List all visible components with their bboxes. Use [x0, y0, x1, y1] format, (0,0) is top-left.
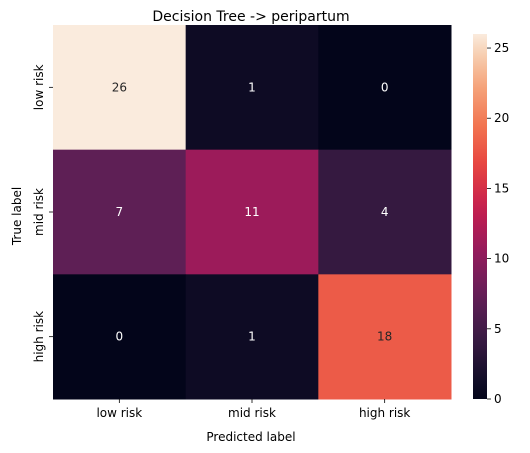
heatmap-cells [53, 25, 452, 400]
heatmap-cell [53, 274, 187, 400]
heatmap-cell [185, 149, 319, 275]
cell-value-label: 4 [381, 205, 389, 219]
y-tick-label: mid risk [32, 188, 46, 236]
heatmap-cell-labels: 26 1 0 7 11 4 0 1 18 [112, 80, 393, 343]
x-tick-label: high risk [359, 406, 410, 420]
heatmap-cell [185, 274, 319, 400]
heatmap-cell [318, 149, 452, 275]
y-tick-label: low risk [32, 64, 46, 110]
heatmap-cell [318, 25, 452, 151]
colorbar-tick-label: 0 [494, 392, 502, 406]
cell-value-label: 11 [244, 205, 259, 219]
colorbar [473, 34, 487, 399]
heatmap-cell [53, 25, 187, 151]
colorbar-tick-label: 20 [494, 111, 509, 125]
heatmap-cell [318, 274, 452, 400]
x-tick-label: low risk [96, 406, 142, 420]
cell-value-label: 0 [381, 80, 389, 94]
colorbar-tick-label: 15 [494, 181, 509, 195]
chart-title: Decision Tree -> peripartum [152, 9, 349, 25]
y-axis-ticks: low risk mid risk high risk [32, 64, 53, 362]
colorbar-tick-label: 10 [494, 252, 509, 266]
heatmap-cell [185, 25, 319, 151]
colorbar-ticks: 0 5 10 15 20 25 [487, 41, 509, 406]
y-tick-label: high risk [32, 311, 46, 362]
x-axis-label: Predicted label [206, 430, 295, 444]
cell-value-label: 1 [248, 80, 256, 94]
x-tick-label: mid risk [228, 406, 276, 420]
colorbar-tick-label: 5 [494, 322, 502, 336]
x-axis-ticks: low risk mid risk high risk [96, 399, 410, 420]
y-axis-label: True label [10, 187, 24, 246]
cell-value-label: 26 [112, 80, 127, 94]
cell-value-label: 0 [116, 330, 124, 344]
cell-value-label: 1 [248, 330, 256, 344]
cell-value-label: 18 [377, 330, 392, 344]
cell-value-label: 7 [116, 205, 124, 219]
colorbar-tick-label: 25 [494, 41, 509, 55]
heatmap-cell [53, 149, 187, 275]
